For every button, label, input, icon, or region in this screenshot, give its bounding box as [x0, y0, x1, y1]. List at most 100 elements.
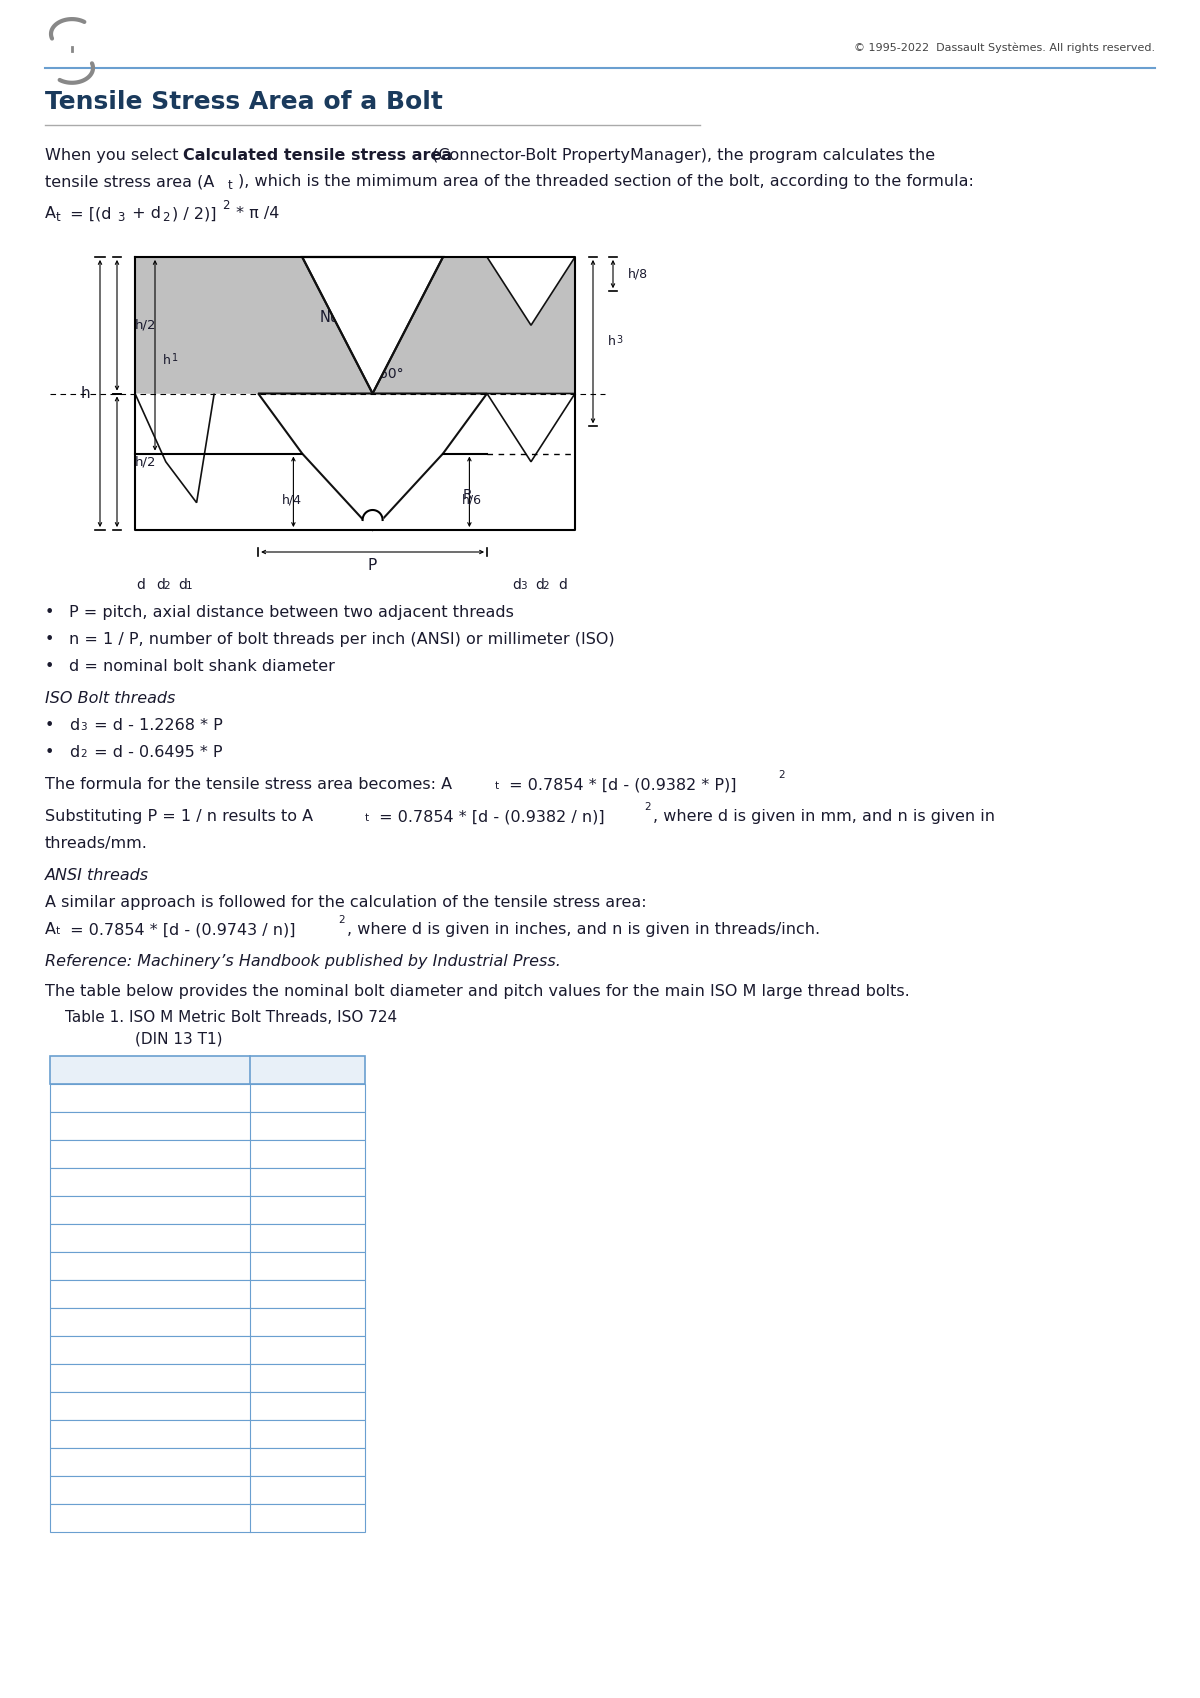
Text: ANSI threads: ANSI threads: [46, 868, 149, 883]
Bar: [50, 1112, 365, 1139]
Text: h/6: h/6: [461, 494, 481, 506]
Text: M 4.50: M 4.50: [58, 1231, 113, 1246]
Text: d: d: [179, 577, 187, 593]
Text: 3: 3: [118, 211, 125, 224]
Text: M 4.00: M 4.00: [58, 1202, 113, 1217]
Text: M 6.00: M 6.00: [58, 1287, 113, 1301]
Text: ), which is the mimimum area of the threaded section of the bolt, according to t: ), which is the mimimum area of the thre…: [238, 173, 974, 188]
Text: 2: 2: [80, 749, 86, 759]
Text: h: h: [80, 385, 90, 401]
Text: 1: 1: [186, 581, 192, 591]
Text: = [(d: = [(d: [65, 205, 112, 221]
Text: ISO Bolt threads: ISO Bolt threads: [46, 691, 175, 706]
Polygon shape: [145, 256, 373, 394]
Text: 1.75: 1.75: [258, 1370, 294, 1386]
Text: n = 1 / P, number of bolt threads per inch (ANSI) or millimeter (ISO): n = 1 / P, number of bolt threads per in…: [70, 632, 614, 647]
Text: Table 1. ISO M Metric Bolt Threads, ISO 724: Table 1. ISO M Metric Bolt Threads, ISO …: [65, 1010, 397, 1026]
Text: = 0.7854 * [d - (0.9382 / n)]: = 0.7854 * [d - (0.9382 / n)]: [374, 808, 605, 824]
Text: P = pitch, axial distance between two adjacent threads: P = pitch, axial distance between two ad…: [70, 604, 514, 620]
Text: 3.00: 3.00: [258, 1455, 293, 1469]
Text: 2.50: 2.50: [258, 1426, 294, 1442]
Polygon shape: [302, 256, 443, 394]
Text: 0.45: 0.45: [258, 1146, 294, 1161]
Text: The formula for the tensile stress area becomes: A: The formula for the tensile stress area …: [46, 778, 452, 791]
Text: , where d is given in mm, and n is given in: , where d is given in mm, and n is given…: [653, 808, 995, 824]
Bar: [50, 1056, 365, 1083]
Text: 0.80: 0.80: [258, 1258, 294, 1274]
Text: h/2: h/2: [134, 319, 156, 331]
Polygon shape: [373, 256, 575, 394]
Text: •: •: [46, 745, 54, 761]
Text: 2: 2: [222, 199, 229, 212]
Text: tensile stress area (A: tensile stress area (A: [46, 173, 215, 188]
Text: = 0.7854 * [d - (0.9382 * P)]: = 0.7854 * [d - (0.9382 * P)]: [504, 778, 737, 791]
Text: t: t: [496, 781, 499, 791]
Text: (Connector-Bolt PropertyManager), the program calculates the: (Connector-Bolt PropertyManager), the pr…: [427, 148, 935, 163]
Bar: [302, 256, 575, 530]
Text: d: d: [70, 745, 79, 761]
Text: = 0.7854 * [d - (0.9743 / n)]: = 0.7854 * [d - (0.9743 / n)]: [65, 922, 295, 937]
Text: d = nominal bolt shank diameter: d = nominal bolt shank diameter: [70, 659, 335, 674]
Bar: [50, 1336, 365, 1363]
Text: Substituting P = 1 / n results to A: Substituting P = 1 / n results to A: [46, 808, 313, 824]
Text: 3: 3: [616, 335, 622, 345]
Text: 2: 2: [542, 581, 550, 591]
Text: M 10.00: M 10.00: [58, 1343, 122, 1357]
Text: M 8.00: M 8.00: [58, 1314, 113, 1330]
Bar: [50, 1307, 365, 1336]
Text: 1: 1: [172, 353, 178, 363]
Bar: [50, 1139, 365, 1168]
Text: 60°: 60°: [379, 367, 404, 382]
Polygon shape: [258, 394, 487, 530]
Bar: [50, 1083, 365, 1112]
Text: M 24.00: M 24.00: [58, 1455, 122, 1469]
Text: + d: + d: [127, 205, 161, 221]
Polygon shape: [443, 256, 575, 462]
Bar: [134, 394, 575, 530]
Text: t: t: [228, 178, 233, 192]
Text: M 30.00: M 30.00: [58, 1482, 122, 1498]
Text: t: t: [365, 813, 370, 824]
Text: M 12.00: M 12.00: [58, 1370, 122, 1386]
Text: 2.00: 2.00: [258, 1399, 294, 1413]
Text: h: h: [163, 353, 170, 367]
Text: 0.40: 0.40: [258, 1119, 294, 1134]
Text: d: d: [137, 577, 145, 593]
Polygon shape: [134, 256, 302, 394]
Text: M 36.00: M 36.00: [58, 1511, 122, 1525]
Text: 1.50: 1.50: [258, 1343, 294, 1357]
Text: 0.75: 0.75: [258, 1231, 294, 1246]
Text: 2: 2: [778, 769, 785, 779]
Text: h/8: h/8: [628, 268, 648, 280]
Text: Reference: Machinery’s Handbook published by Industrial Press.: Reference: Machinery’s Handbook publishe…: [46, 954, 560, 970]
Bar: [50, 1280, 365, 1307]
Text: The table below provides the nominal bolt diameter and pitch values for the main: The table below provides the nominal bol…: [46, 985, 910, 998]
Text: d: d: [512, 577, 522, 593]
Bar: [50, 1392, 365, 1420]
Bar: [50, 1476, 365, 1504]
Text: 4.00: 4.00: [258, 1511, 294, 1525]
Text: h: h: [608, 335, 616, 348]
Text: When you select: When you select: [46, 148, 184, 163]
Text: t: t: [56, 211, 61, 224]
Text: 2: 2: [644, 801, 650, 812]
Text: d: d: [535, 577, 545, 593]
Bar: [50, 1448, 365, 1476]
Text: d: d: [558, 577, 568, 593]
Text: Nominal Diameter d (mm): Nominal Diameter d (mm): [58, 1063, 272, 1078]
Bar: [50, 1195, 365, 1224]
Text: h/2: h/2: [134, 455, 156, 469]
Bar: [50, 1251, 365, 1280]
Text: •: •: [46, 718, 54, 734]
Text: •: •: [46, 604, 54, 620]
Bar: [50, 1363, 365, 1392]
Text: 0.70: 0.70: [258, 1202, 294, 1217]
Text: R: R: [463, 487, 473, 501]
Bar: [50, 1168, 365, 1195]
Text: , where d is given in inches, and n is given in threads/inch.: , where d is given in inches, and n is g…: [347, 922, 820, 937]
Text: Tensile Stress Area of a Bolt: Tensile Stress Area of a Bolt: [46, 90, 443, 114]
Polygon shape: [373, 377, 575, 530]
Text: A: A: [46, 922, 56, 937]
Text: M 5.00: M 5.00: [58, 1258, 113, 1274]
Bar: [50, 1504, 365, 1532]
